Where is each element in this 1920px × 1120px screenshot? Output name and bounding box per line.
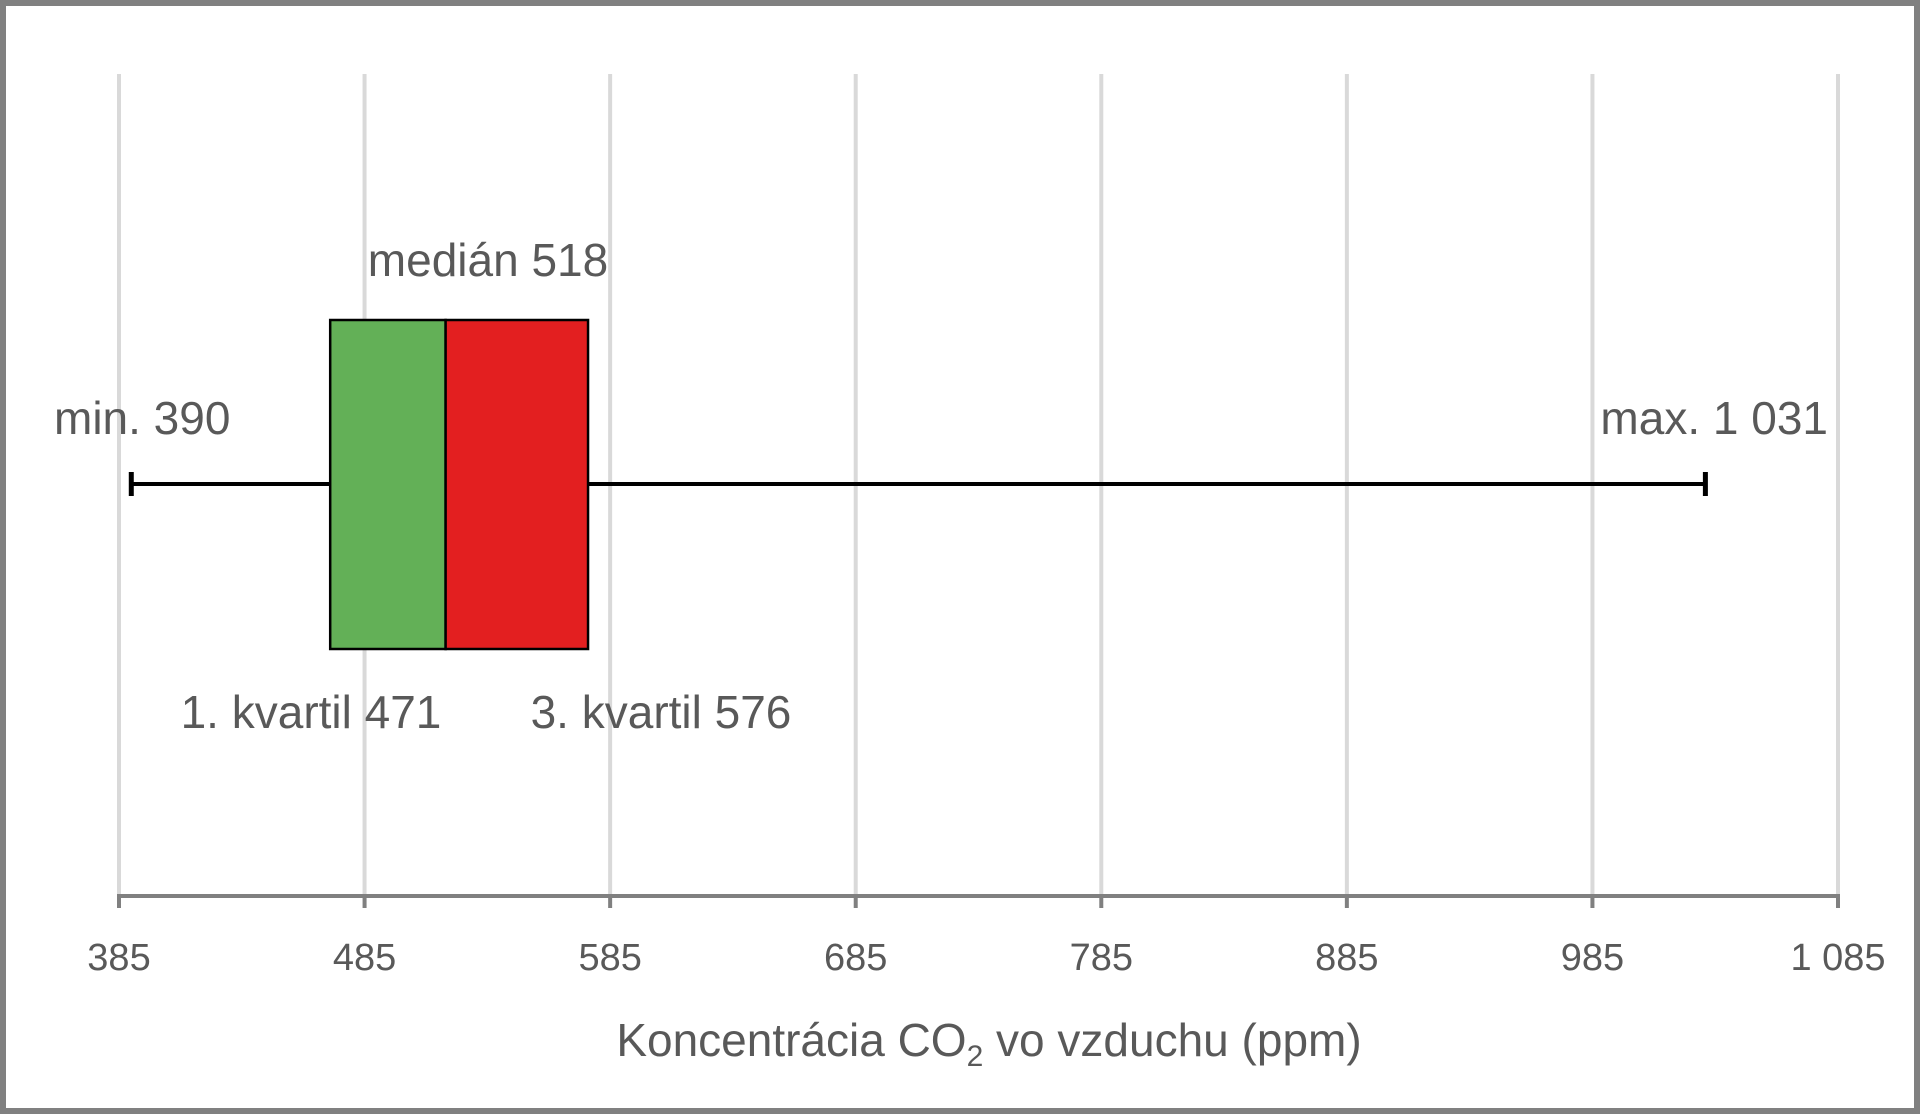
x-tick-label: 885 xyxy=(1315,937,1378,979)
max-label: max. 1 031 xyxy=(1600,392,1828,444)
q3-label: 3. kvartil 576 xyxy=(531,686,792,738)
median-label: medián 518 xyxy=(368,234,608,286)
x-tick-label: 385 xyxy=(87,937,150,979)
x-axis-title-suffix: vo vzduchu (ppm) xyxy=(983,1014,1361,1066)
x-axis-title: Koncentrácia CO2 vo vzduchu (ppm) xyxy=(616,1014,1361,1073)
x-tick-label: 985 xyxy=(1561,937,1624,979)
box-plot-chart: 385 485 585 685 785 885 985 1 085 min. 390 max.… xyxy=(54,74,1886,1073)
x-tick-labels: 385 485 585 685 785 885 985 1 085 xyxy=(87,937,1885,979)
x-tick-label: 585 xyxy=(578,937,641,979)
annotations: min. 390 max. 1 031 medián 518 1. kvarti… xyxy=(54,234,1828,738)
x-tick-label: 485 xyxy=(333,937,396,979)
box-upper-median-q3 xyxy=(444,318,590,651)
x-axis-title-subscript: 2 xyxy=(967,1040,984,1073)
x-axis-title-prefix: Koncentrácia CO xyxy=(616,1014,966,1066)
x-tick-label: 785 xyxy=(1070,937,1133,979)
x-tick-label: 685 xyxy=(824,937,887,979)
x-tick-label: 1 085 xyxy=(1790,937,1885,979)
box-and-whiskers xyxy=(128,318,1708,651)
box-lower-q1-median xyxy=(328,318,447,651)
q1-label: 1. kvartil 471 xyxy=(181,686,442,738)
x-axis xyxy=(117,894,1840,908)
min-label: min. 390 xyxy=(54,392,230,444)
